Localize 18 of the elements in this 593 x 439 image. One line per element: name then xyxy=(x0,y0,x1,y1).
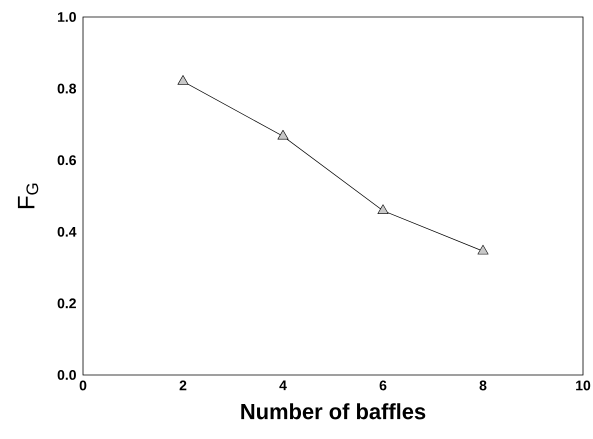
y-tick-label: 0.6 xyxy=(58,155,76,166)
y-axis-title: F$_{G}$ xyxy=(18,184,38,208)
x-tick-label: 6 xyxy=(380,380,386,390)
point xyxy=(278,130,289,140)
point xyxy=(378,204,389,214)
point xyxy=(178,75,188,85)
y-tick-label: 0.2 xyxy=(58,298,76,308)
x-tick-label: 4 xyxy=(279,380,287,390)
y-tick-label: 0.8 xyxy=(58,84,76,94)
x-axis-title: Number of baffles xyxy=(241,403,426,420)
y-tick-label: 0.4 xyxy=(58,226,76,237)
y-tick-label: 0.0 xyxy=(58,370,76,380)
y-tick-label: 1.0 xyxy=(58,12,76,22)
x-tick-label: 8 xyxy=(480,380,486,390)
x-tick-label: 2 xyxy=(180,380,186,390)
point xyxy=(478,244,488,254)
x-tick-label: 10 xyxy=(576,380,590,390)
x-tick-label: 0 xyxy=(80,380,86,390)
